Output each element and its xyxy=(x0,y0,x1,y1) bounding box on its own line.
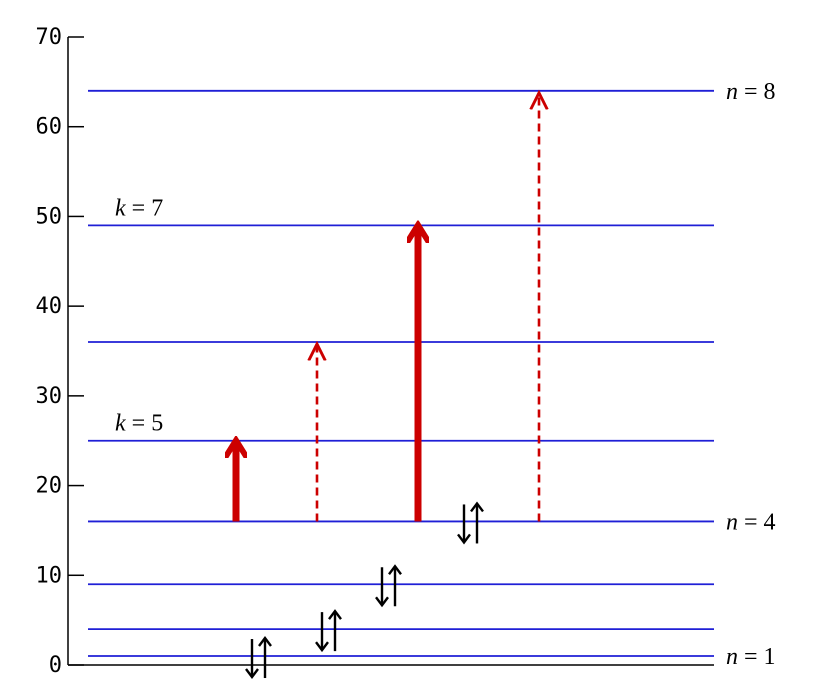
spin-down-head xyxy=(245,668,259,680)
energy-levels xyxy=(88,89,714,657)
y-tick-label: 30 xyxy=(36,384,63,409)
y-tick-label: 70 xyxy=(36,25,63,50)
level-labels: n = 8 k = 7 k = 5 n = 4 n = 1 xyxy=(115,79,776,670)
level-label-n-1: n = 1 xyxy=(726,644,776,670)
y-tick-label: 60 xyxy=(36,115,63,140)
y-tick-label: 50 xyxy=(36,204,63,229)
y-tick-label: 20 xyxy=(36,474,63,499)
spin-pair-4 xyxy=(315,609,342,653)
spin-up-head xyxy=(388,564,402,575)
y-tick-label: 10 xyxy=(36,563,63,588)
spin-up-head xyxy=(258,636,272,647)
spin-pair-9 xyxy=(375,564,402,608)
y-axis: 0 10 20 30 40 50 60 70 xyxy=(36,25,714,678)
spin-pair-1 xyxy=(245,636,272,680)
spin-up-head xyxy=(470,501,484,513)
y-tick-label: 0 xyxy=(49,653,62,678)
transition-arrows xyxy=(236,93,539,522)
level-label-k-49: k = 7 xyxy=(115,195,163,221)
level-label-n-16: n = 4 xyxy=(726,509,776,535)
level-label-k-25: k = 5 xyxy=(115,411,163,437)
y-tick-label: 40 xyxy=(36,294,63,319)
spin-up-head xyxy=(328,609,342,620)
spin-down-head xyxy=(457,533,471,545)
spin-pair-16 xyxy=(457,501,484,545)
spin-down-head xyxy=(375,596,389,608)
level-label-n-64: n = 8 xyxy=(726,79,776,105)
spin-down-head xyxy=(315,641,329,653)
spin-pairs xyxy=(245,501,484,680)
